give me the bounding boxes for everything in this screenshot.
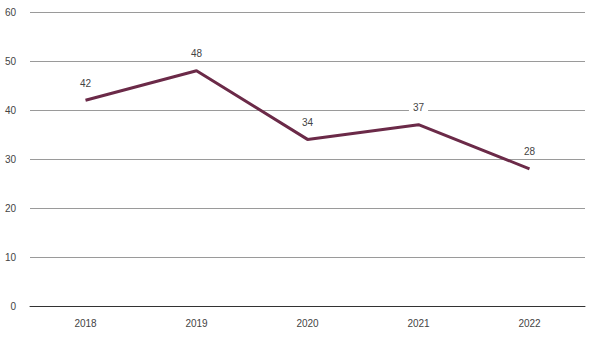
svg-text:2022: 2022 [518, 318, 541, 329]
svg-text:50: 50 [5, 56, 17, 67]
svg-text:40: 40 [5, 105, 17, 116]
svg-text:2020: 2020 [296, 318, 319, 329]
svg-text:34: 34 [302, 117, 314, 128]
svg-text:10: 10 [5, 252, 17, 263]
svg-text:2021: 2021 [407, 318, 430, 329]
svg-text:37: 37 [413, 102, 425, 113]
svg-text:0: 0 [10, 301, 16, 312]
svg-text:30: 30 [5, 154, 17, 165]
svg-text:48: 48 [191, 48, 203, 59]
svg-text:42: 42 [80, 78, 92, 89]
svg-text:28: 28 [524, 146, 536, 157]
svg-text:60: 60 [5, 7, 17, 18]
svg-text:20: 20 [5, 203, 17, 214]
svg-text:2019: 2019 [185, 318, 208, 329]
svg-text:2018: 2018 [74, 318, 97, 329]
